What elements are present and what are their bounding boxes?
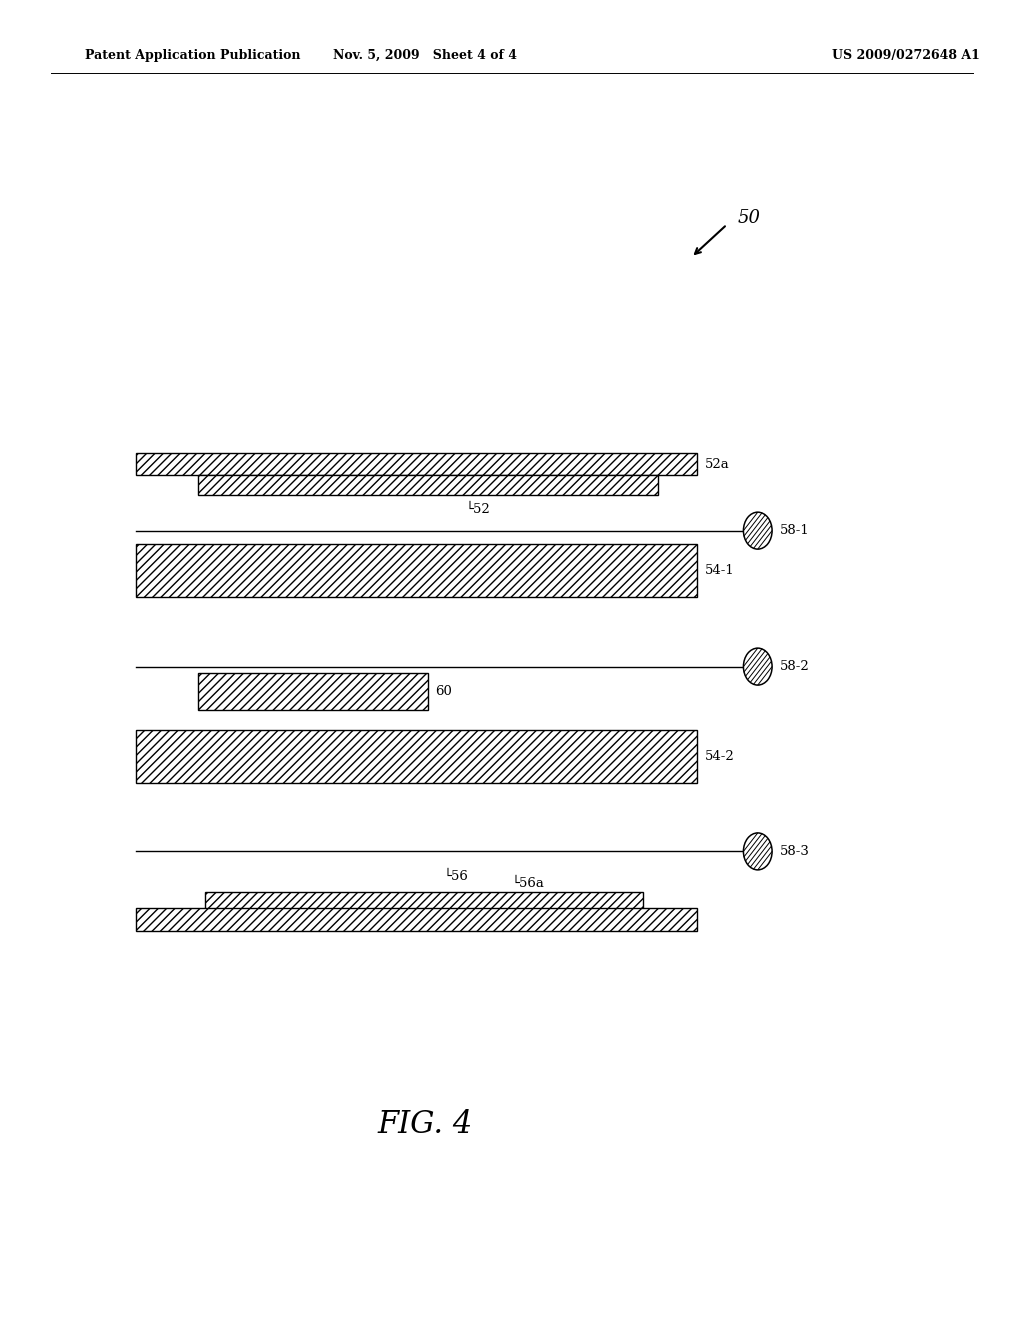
Text: └52: └52 (466, 503, 490, 516)
Text: FIG. 4: FIG. 4 (377, 1109, 473, 1140)
Bar (136, 730, 697, 783)
Bar (198, 475, 658, 495)
Text: 54-1: 54-1 (705, 564, 734, 577)
Text: US 2009/0272648 A1: US 2009/0272648 A1 (833, 49, 980, 62)
Bar (198, 673, 428, 710)
Circle shape (743, 833, 772, 870)
Text: 58-3: 58-3 (780, 845, 810, 858)
Text: 58-2: 58-2 (780, 660, 810, 673)
Bar (205, 892, 643, 911)
Text: Nov. 5, 2009   Sheet 4 of 4: Nov. 5, 2009 Sheet 4 of 4 (333, 49, 517, 62)
Text: 54-2: 54-2 (705, 750, 734, 763)
Text: └56a: └56a (512, 876, 545, 890)
Circle shape (743, 512, 772, 549)
Text: └56: └56 (443, 870, 468, 883)
Text: 52a: 52a (705, 458, 729, 471)
Circle shape (743, 648, 772, 685)
Text: 58-1: 58-1 (780, 524, 810, 537)
Text: 60: 60 (435, 685, 452, 698)
Text: Patent Application Publication: Patent Application Publication (85, 49, 300, 62)
Bar (136, 908, 697, 931)
Text: 50: 50 (737, 209, 760, 227)
Bar (136, 453, 697, 475)
Bar (136, 544, 697, 597)
